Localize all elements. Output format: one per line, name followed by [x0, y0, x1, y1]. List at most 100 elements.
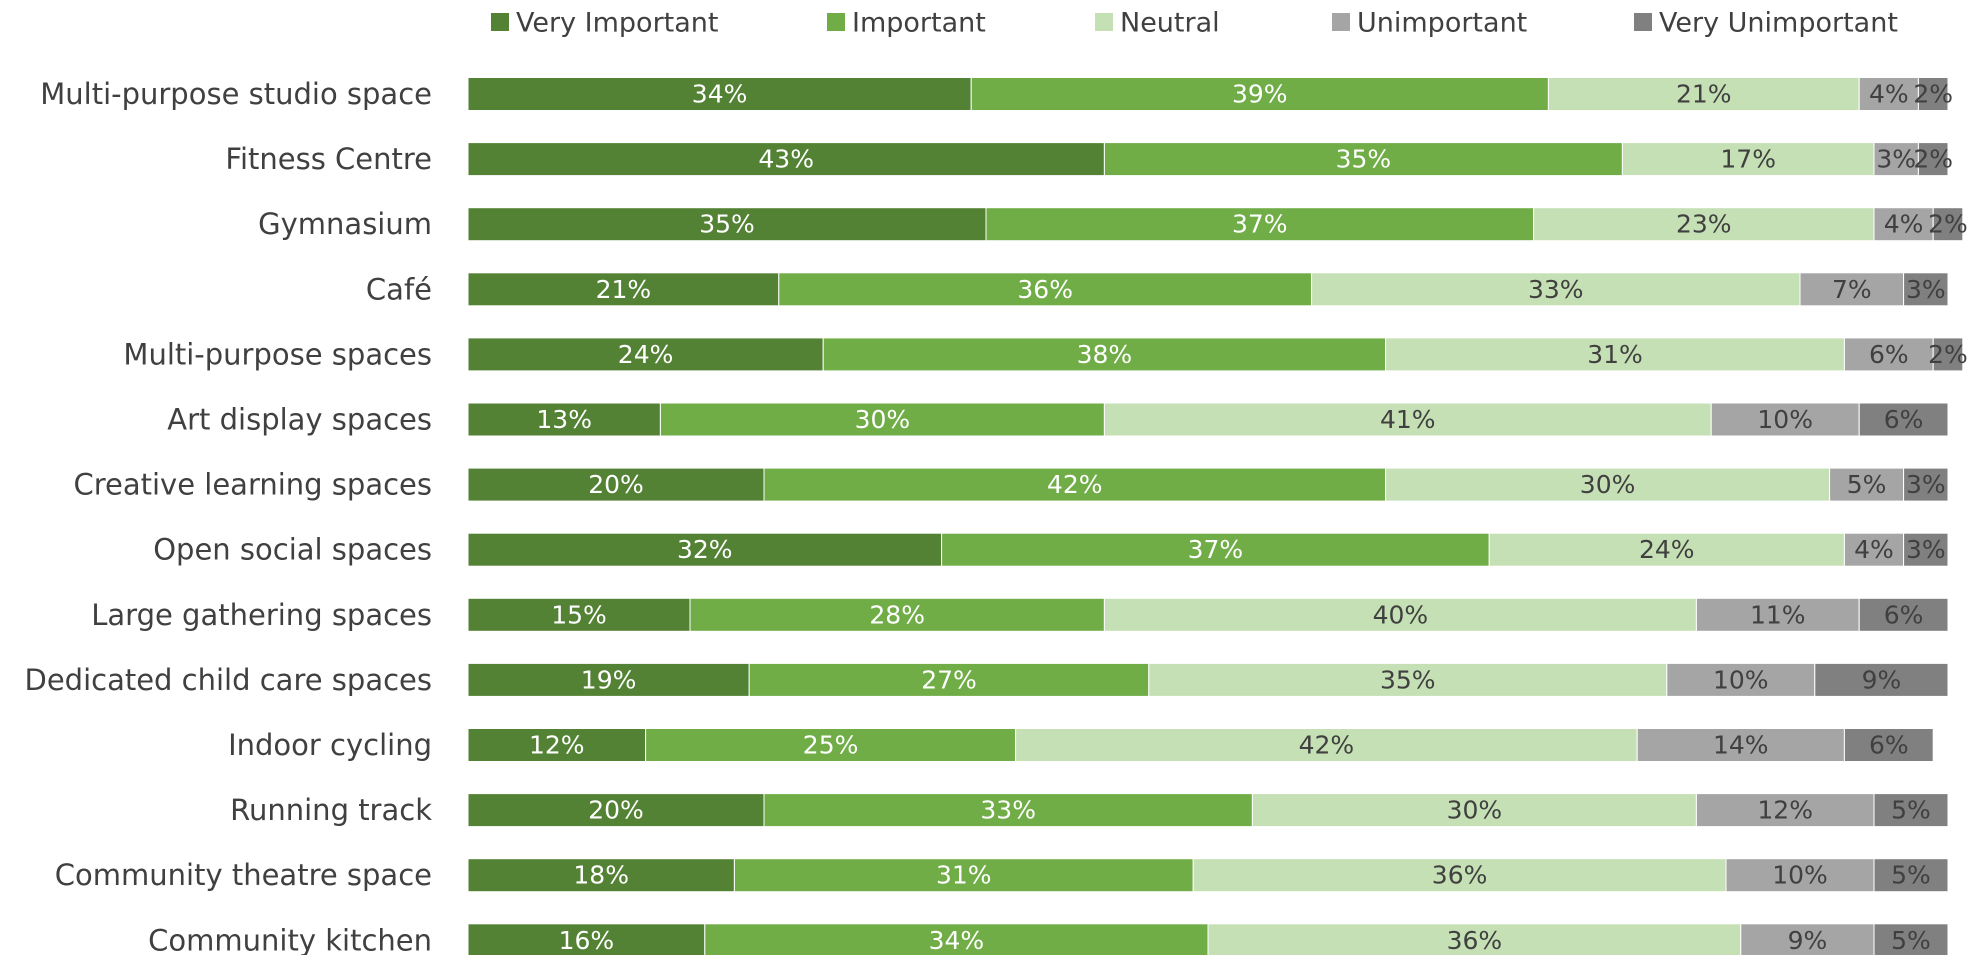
bar-segment [1621, 142, 1875, 177]
data-label: 10% [1772, 861, 1828, 890]
data-label: 4% [1854, 535, 1894, 564]
data-label: 33% [1528, 275, 1584, 304]
data-label: 27% [921, 665, 977, 694]
data-label: 33% [980, 796, 1036, 825]
bar-segment [1903, 532, 1949, 567]
bar-segment [1103, 142, 1623, 177]
data-label: 2% [1913, 80, 1953, 109]
bar-segment [1873, 142, 1919, 177]
data-label: 14% [1713, 731, 1769, 760]
legend-label: Neutral [1120, 8, 1220, 39]
data-label: 6% [1869, 340, 1909, 369]
bar-segment [467, 532, 943, 567]
bar-segment [763, 793, 1253, 828]
data-label: 32% [677, 535, 733, 564]
data-label: 35% [1336, 145, 1392, 174]
data-label: 2% [1928, 340, 1968, 369]
legend-label: Unimportant [1357, 8, 1527, 39]
data-label: 24% [1639, 535, 1695, 564]
data-label: 6% [1869, 731, 1909, 760]
legend-label: Very Unimportant [1659, 8, 1898, 39]
data-label: 36% [1017, 275, 1073, 304]
bar-segment [467, 272, 780, 307]
bar-segment [467, 337, 824, 372]
data-label: 4% [1884, 210, 1924, 239]
data-label: 41% [1380, 405, 1436, 434]
data-label: 2% [1928, 210, 1968, 239]
data-label: 20% [588, 796, 644, 825]
bar-segment [467, 923, 706, 955]
legend-swatch [1095, 13, 1113, 31]
data-label: 7% [1832, 275, 1872, 304]
bar-segment [1488, 532, 1845, 567]
legend-swatch [491, 13, 509, 31]
legend-swatch [827, 13, 845, 31]
bar-segment [1932, 207, 1964, 242]
data-label: 35% [699, 210, 755, 239]
bar-segment [467, 793, 765, 828]
category-label: Dedicated child care spaces [24, 663, 432, 697]
data-label: 10% [1757, 405, 1813, 434]
data-label: 4% [1869, 80, 1909, 109]
bar-segment [1251, 793, 1697, 828]
legend-swatch [1332, 13, 1350, 31]
data-label: 16% [559, 926, 615, 955]
bar-segment [1932, 337, 1964, 372]
legend-swatch [1634, 13, 1652, 31]
bar-segment [1666, 662, 1816, 697]
category-label: Gymnasium [258, 207, 432, 241]
category-label: Creative learning spaces [73, 468, 432, 502]
bar-segment [733, 858, 1194, 893]
bar-segment [1636, 728, 1845, 762]
bar-segment [704, 923, 1209, 955]
bar-segment [1858, 402, 1949, 437]
data-label: 21% [596, 275, 652, 304]
data-label: 42% [1047, 470, 1103, 499]
data-label: 31% [936, 861, 992, 890]
data-label: 5% [1891, 861, 1931, 890]
data-label: 2% [1913, 145, 1953, 174]
bar-segment [1695, 793, 1875, 828]
data-label: 37% [1188, 535, 1244, 564]
bar-segment [1873, 858, 1949, 893]
data-label: 12% [1757, 796, 1813, 825]
data-label: 20% [588, 470, 644, 499]
data-label: 13% [536, 405, 592, 434]
data-label: 30% [855, 405, 911, 434]
data-label: 9% [1788, 926, 1828, 955]
data-label: 5% [1891, 796, 1931, 825]
category-label: Community theatre space [55, 858, 432, 892]
data-label: 23% [1676, 210, 1732, 239]
legend-label: Important [852, 8, 986, 39]
category-label: Fitness Centre [225, 142, 432, 176]
bar-segment [467, 77, 972, 111]
bar-segment [970, 77, 1549, 111]
category-label: Multi-purpose spaces [123, 337, 432, 371]
data-label: 36% [1447, 926, 1503, 955]
data-label: 25% [803, 731, 859, 760]
data-label: 24% [618, 340, 674, 369]
data-label: 15% [551, 600, 607, 629]
data-label: 21% [1676, 80, 1732, 109]
data-label: 35% [1380, 665, 1436, 694]
data-label: 40% [1373, 600, 1429, 629]
data-label: 30% [1447, 796, 1503, 825]
bar-segment [1533, 207, 1875, 242]
bar-segment [1710, 402, 1860, 437]
data-label: 19% [581, 665, 637, 694]
bar-segment [1103, 402, 1712, 437]
bar-segment [1873, 793, 1949, 828]
data-label: 5% [1847, 470, 1887, 499]
data-label: 5% [1891, 926, 1931, 955]
category-label: Art display spaces [167, 403, 432, 437]
data-label: 12% [529, 731, 585, 760]
bar-segment [1903, 272, 1949, 307]
bar-segment [1799, 272, 1905, 307]
data-label: 11% [1750, 600, 1806, 629]
bar-segment [1207, 923, 1742, 955]
data-label: 34% [929, 926, 985, 955]
data-label: 39% [1232, 80, 1288, 109]
bar-segment [1843, 532, 1905, 567]
bar-segment [1725, 858, 1875, 893]
bar-segment [1814, 662, 1949, 697]
